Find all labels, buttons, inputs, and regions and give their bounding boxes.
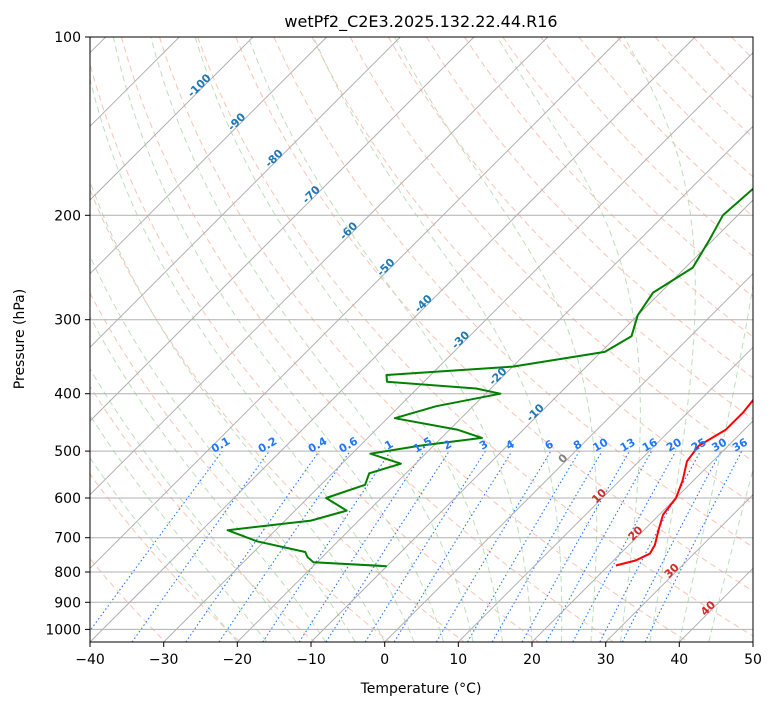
moist-adiabat-line bbox=[708, 467, 753, 642]
moist-adiabat-line bbox=[90, 76, 415, 642]
plot-frame bbox=[89, 36, 754, 643]
mixing-ratio-line bbox=[545, 450, 653, 642]
moist-adiabat-line bbox=[90, 254, 356, 642]
dry-adiabat-line bbox=[90, 62, 540, 642]
x-tick-label: 30 bbox=[597, 652, 615, 668]
isotherm-line bbox=[310, 199, 753, 642]
mixing-ratio-line bbox=[262, 450, 392, 642]
moist-adiabat-line bbox=[247, 37, 533, 642]
isotherm-line bbox=[90, 37, 475, 422]
y-tick-label: 100 bbox=[54, 30, 81, 46]
x-tick-label: 0 bbox=[380, 652, 389, 668]
moist-adiabat-line bbox=[496, 37, 641, 642]
dry-adiabat-line bbox=[425, 37, 753, 379]
moist-adiabat-line bbox=[90, 315, 327, 642]
isotherm-line bbox=[90, 37, 254, 201]
isotherm-line bbox=[90, 37, 328, 275]
moist-adiabat-line bbox=[112, 37, 445, 642]
x-tick-label: 40 bbox=[670, 652, 688, 668]
y-tick-label: 500 bbox=[54, 444, 81, 460]
isotherm-line bbox=[605, 493, 753, 642]
isotherm-line bbox=[236, 125, 753, 642]
y-tick-label: 1000 bbox=[45, 622, 81, 638]
dry-adiabat-line bbox=[90, 188, 465, 642]
isotherm-line bbox=[163, 51, 753, 642]
dry-adiabat-line bbox=[273, 37, 753, 548]
isotherm-line bbox=[90, 37, 549, 496]
moist-adiabat-line bbox=[150, 37, 474, 642]
moist-adiabat-line bbox=[394, 37, 598, 642]
isotherm-line bbox=[90, 37, 622, 570]
temperature-profile-line bbox=[615, 398, 753, 567]
moist-adiabat-line bbox=[313, 37, 563, 642]
x-tick-label: −30 bbox=[149, 652, 179, 668]
x-tick-label: −20 bbox=[223, 652, 253, 668]
grid-lines bbox=[90, 37, 753, 642]
mixing-ratio-line bbox=[185, 450, 320, 642]
mixing-ratio-line bbox=[325, 450, 450, 642]
isotherm-line bbox=[90, 37, 401, 349]
x-axis-label: Temperature (°C) bbox=[360, 681, 482, 697]
y-tick-label: 300 bbox=[54, 313, 81, 329]
mixing-ratio-line bbox=[218, 450, 351, 642]
moist-adiabat-line bbox=[678, 282, 753, 642]
moist-adiabat-line bbox=[194, 37, 503, 642]
x-tick-label: 50 bbox=[744, 652, 762, 668]
moist-adiabat-line bbox=[90, 457, 238, 642]
mixing-ratio-line bbox=[393, 450, 513, 642]
x-tick-label: 10 bbox=[449, 652, 467, 668]
mixing-ratio-line bbox=[521, 450, 630, 642]
mixing-ratio-line bbox=[572, 450, 677, 642]
y-axis-label: Pressure (hPa) bbox=[12, 289, 28, 389]
x-tick-label: −10 bbox=[296, 652, 326, 668]
y-tick-label: 900 bbox=[54, 595, 81, 611]
dewpoint-profile-line bbox=[226, 187, 753, 568]
series-lines bbox=[226, 187, 753, 568]
y-tick-label: 700 bbox=[54, 531, 81, 547]
mixing-ratio-line bbox=[90, 450, 223, 632]
y-tick-label: 200 bbox=[54, 208, 81, 224]
isotherm-line bbox=[384, 272, 753, 642]
dry-adiabat-line bbox=[90, 557, 166, 642]
dry-adiabat-line bbox=[387, 37, 753, 420]
dry-adiabat-line bbox=[159, 37, 689, 642]
x-tick-label: 20 bbox=[523, 652, 541, 668]
x-tick-label: −40 bbox=[75, 652, 105, 668]
y-tick-label: 600 bbox=[54, 491, 81, 507]
mixing-ratio-line bbox=[131, 450, 270, 642]
y-tick-label: 400 bbox=[54, 387, 81, 403]
isotherm-line bbox=[457, 346, 753, 642]
dry-adiabat-line bbox=[90, 385, 316, 642]
mixing-ratio-line bbox=[644, 450, 743, 642]
y-tick-label: 800 bbox=[54, 565, 81, 581]
axis-ticks: −40 −30 −20 −10 0 10 20 30 40 50 100 200 300 400 500 60… bbox=[45, 30, 762, 668]
chart-title: wetPf2_C2E3.2025.132.22.44.R16 bbox=[284, 12, 557, 32]
dry-adiabat-line bbox=[120, 37, 614, 642]
moist-adiabat-line bbox=[623, 37, 696, 642]
isotherm-line bbox=[90, 37, 696, 642]
isotherm-line bbox=[531, 420, 753, 642]
moist-adiabat-line bbox=[90, 180, 386, 642]
